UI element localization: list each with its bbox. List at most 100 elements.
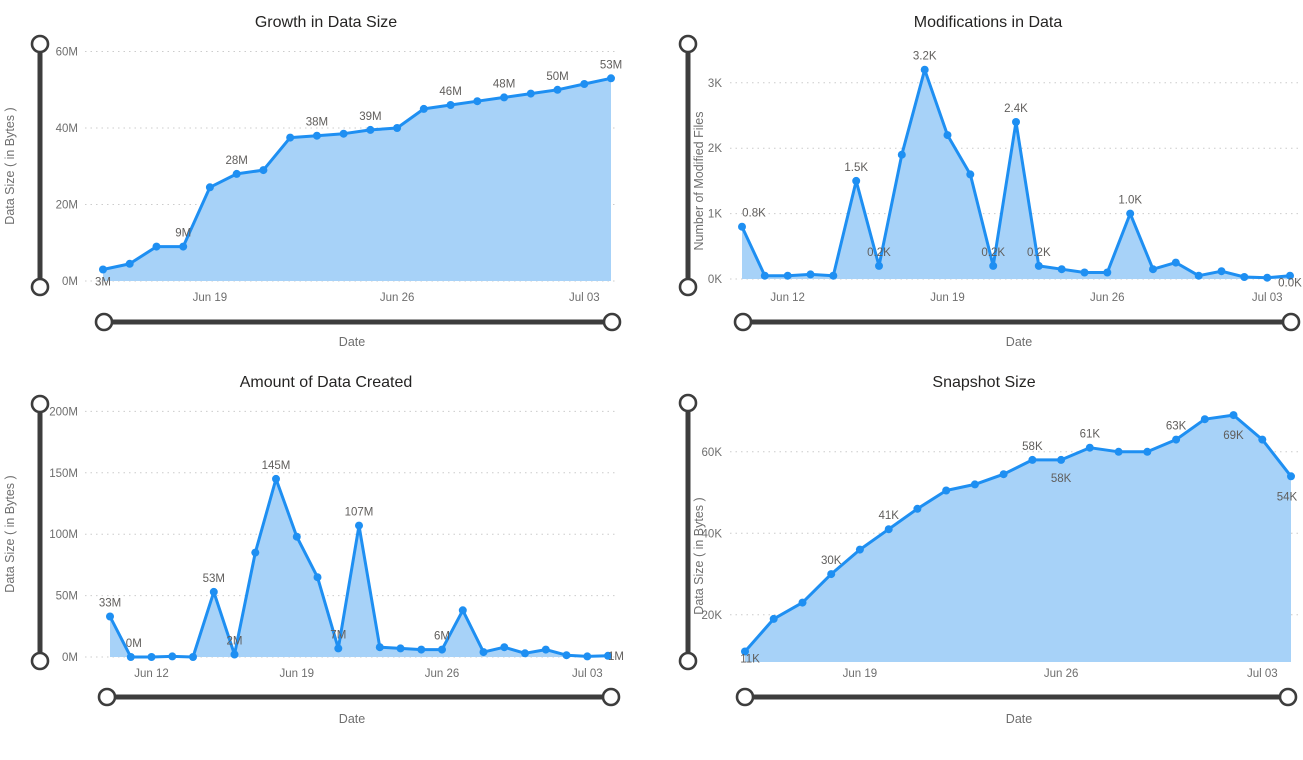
- data-point[interactable]: [355, 521, 363, 530]
- data-point[interactable]: [583, 652, 592, 661]
- data-point[interactable]: [989, 261, 998, 270]
- data-point[interactable]: [205, 183, 214, 192]
- data-point[interactable]: [806, 270, 815, 279]
- data-point[interactable]: [999, 470, 1008, 479]
- data-point[interactable]: [553, 85, 562, 94]
- data-point[interactable]: [232, 169, 241, 178]
- data-point[interactable]: [943, 131, 952, 140]
- v-slider-handle-bottom[interactable]: [678, 651, 698, 671]
- h-slider-handle-left[interactable]: [97, 687, 117, 707]
- data-point[interactable]: [1240, 273, 1249, 281]
- data-point[interactable]: [783, 271, 792, 280]
- data-point[interactable]: [473, 97, 482, 106]
- v-slider-handle-top[interactable]: [678, 34, 698, 54]
- data-point[interactable]: [580, 80, 589, 88]
- data-point[interactable]: [1171, 258, 1180, 267]
- data-point[interactable]: [897, 150, 906, 159]
- data-point[interactable]: [292, 532, 301, 541]
- data-point[interactable]: [152, 242, 161, 251]
- v-slider-handle-top[interactable]: [30, 394, 50, 414]
- data-point[interactable]: [1258, 435, 1267, 444]
- data-point[interactable]: [1034, 261, 1043, 270]
- data-point[interactable]: [1287, 472, 1295, 481]
- data-point[interactable]: [607, 74, 615, 83]
- data-point[interactable]: [458, 606, 467, 615]
- data-point[interactable]: [106, 612, 114, 621]
- data-point[interactable]: [829, 271, 838, 280]
- data-point[interactable]: [913, 504, 922, 513]
- data-point[interactable]: [396, 644, 405, 653]
- data-point[interactable]: [1263, 273, 1272, 282]
- data-point[interactable]: [259, 166, 268, 175]
- data-point[interactable]: [920, 65, 929, 74]
- data-point[interactable]: [500, 643, 509, 652]
- v-slider-handle-top[interactable]: [30, 34, 50, 54]
- data-point[interactable]: [168, 652, 177, 661]
- data-point[interactable]: [339, 129, 348, 138]
- data-point[interactable]: [1057, 455, 1066, 464]
- data-point[interactable]: [827, 570, 836, 579]
- data-point[interactable]: [562, 651, 571, 660]
- data-point[interactable]: [272, 474, 280, 483]
- data-point[interactable]: [251, 548, 260, 557]
- data-point[interactable]: [741, 647, 749, 656]
- data-point[interactable]: [1028, 455, 1037, 464]
- data-point[interactable]: [189, 653, 197, 661]
- data-point[interactable]: [1085, 443, 1094, 452]
- data-point[interactable]: [366, 125, 375, 134]
- data-point[interactable]: [855, 545, 864, 554]
- h-slider-handle-left[interactable]: [733, 312, 753, 332]
- data-point[interactable]: [942, 486, 951, 495]
- data-point[interactable]: [1057, 265, 1066, 274]
- h-slider-handle-left[interactable]: [94, 312, 114, 332]
- data-point[interactable]: [1103, 268, 1112, 277]
- data-point[interactable]: [438, 645, 446, 654]
- data-point[interactable]: [526, 89, 535, 98]
- h-slider-handle-left[interactable]: [735, 687, 755, 707]
- data-point[interactable]: [1114, 447, 1123, 456]
- data-point[interactable]: [230, 650, 239, 659]
- data-point[interactable]: [769, 614, 778, 623]
- data-point[interactable]: [541, 645, 550, 654]
- data-point[interactable]: [417, 645, 426, 654]
- data-point[interactable]: [209, 587, 218, 596]
- data-point[interactable]: [286, 133, 295, 142]
- data-point[interactable]: [798, 598, 807, 607]
- data-point[interactable]: [419, 104, 428, 113]
- data-point[interactable]: [852, 176, 861, 185]
- h-slider-handle-right[interactable]: [1278, 687, 1298, 707]
- v-slider-handle-bottom[interactable]: [678, 277, 698, 297]
- data-point[interactable]: [1143, 447, 1152, 456]
- data-point[interactable]: [393, 124, 402, 132]
- data-point[interactable]: [126, 653, 135, 661]
- data-point[interactable]: [313, 573, 322, 582]
- data-point[interactable]: [521, 649, 529, 658]
- h-slider-handle-right[interactable]: [1281, 312, 1301, 332]
- v-slider-handle-top[interactable]: [678, 393, 698, 413]
- data-point[interactable]: [1012, 118, 1020, 126]
- data-point[interactable]: [1286, 271, 1294, 280]
- data-point[interactable]: [1229, 411, 1238, 420]
- data-point[interactable]: [147, 653, 156, 661]
- data-point[interactable]: [604, 651, 612, 660]
- data-point[interactable]: [1080, 268, 1089, 277]
- data-point[interactable]: [500, 93, 509, 102]
- data-point[interactable]: [1126, 209, 1135, 218]
- data-point[interactable]: [738, 222, 746, 231]
- data-point[interactable]: [125, 259, 134, 268]
- h-slider-handle-right[interactable]: [601, 687, 621, 707]
- data-point[interactable]: [1149, 265, 1157, 274]
- data-point[interactable]: [99, 265, 107, 274]
- data-point[interactable]: [312, 131, 321, 140]
- data-point[interactable]: [375, 643, 384, 652]
- data-point[interactable]: [966, 170, 975, 179]
- data-point[interactable]: [479, 648, 488, 657]
- data-point[interactable]: [875, 261, 883, 270]
- data-point[interactable]: [179, 242, 188, 251]
- h-slider-handle-right[interactable]: [602, 312, 622, 332]
- data-point[interactable]: [1172, 435, 1181, 444]
- v-slider-handle-bottom[interactable]: [30, 277, 50, 297]
- data-point[interactable]: [1194, 271, 1203, 280]
- data-point[interactable]: [1217, 267, 1226, 276]
- data-point[interactable]: [1200, 415, 1209, 424]
